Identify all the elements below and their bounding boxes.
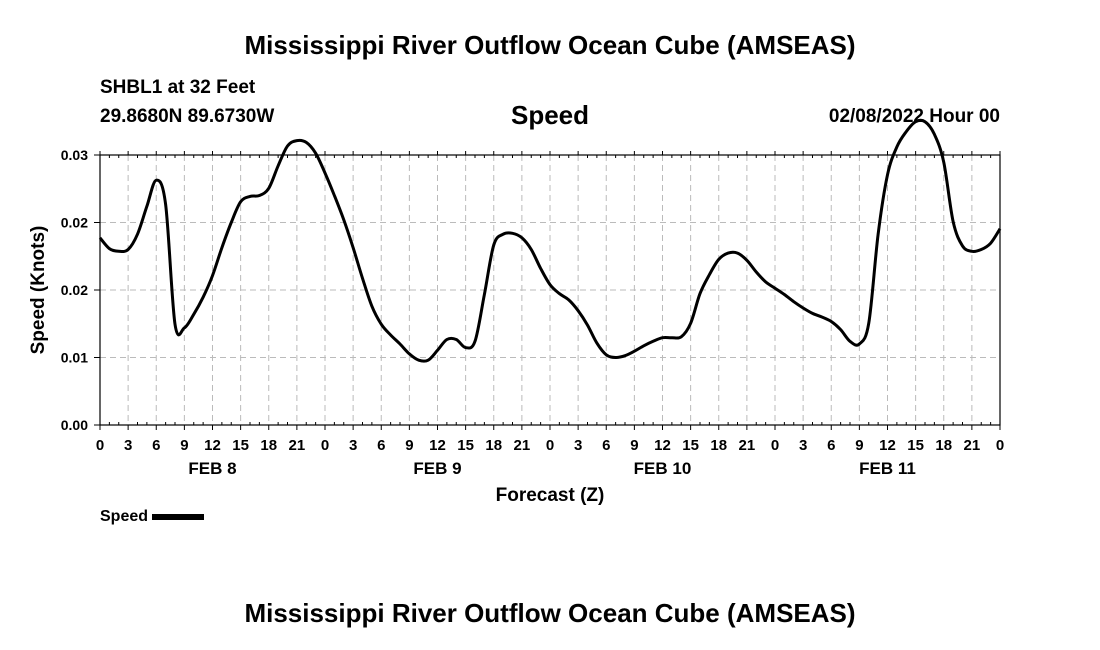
x-tick-label: 0 xyxy=(771,437,779,454)
plot-frame xyxy=(99,154,1001,426)
y-tick-label: 0.02 xyxy=(61,215,88,231)
x-tick-label: 6 xyxy=(602,437,610,454)
x-tick-label: 21 xyxy=(289,437,306,454)
station-coordinates: 29.8680N 89.6730W xyxy=(100,106,275,127)
x-tick-label: 18 xyxy=(260,437,277,454)
y-axis-label: Speed (Knots) xyxy=(28,226,49,355)
y-tick-label: 0.01 xyxy=(61,350,88,366)
footer-title: Mississippi River Outflow Ocean Cube (AM… xyxy=(244,598,856,628)
x-tick-label: 12 xyxy=(429,437,446,454)
speed-series-line xyxy=(98,118,1002,363)
x-tick-label: 12 xyxy=(204,437,221,454)
chart-title: Mississippi River Outflow Ocean Cube (AM… xyxy=(244,30,856,60)
x-tick-label: 3 xyxy=(349,437,357,454)
x-axis-label: Forecast (Z) xyxy=(496,485,605,506)
x-tick-label: 15 xyxy=(232,437,249,454)
x-tick-label: 0 xyxy=(96,437,104,454)
x-tick-label: 12 xyxy=(879,437,896,454)
variable-title: Speed xyxy=(510,100,590,130)
x-tick-label: 15 xyxy=(907,437,924,454)
x-tick-label: 3 xyxy=(124,437,132,454)
day-label: FEB 10 xyxy=(634,459,692,478)
x-tick-label: 18 xyxy=(935,437,952,454)
day-label: FEB 9 xyxy=(413,459,461,478)
legend-label: Speed xyxy=(100,508,149,525)
day-label: FEB 8 xyxy=(188,459,236,478)
x-tick-label: 18 xyxy=(710,437,727,454)
x-tick-label: 6 xyxy=(377,437,385,454)
y-tick-label: 0.03 xyxy=(61,147,88,163)
x-tick-label: 21 xyxy=(514,437,531,454)
legend: Speed xyxy=(100,508,205,526)
x-tick-label: 12 xyxy=(654,437,671,454)
x-tick-label: 0 xyxy=(996,437,1004,454)
forecast-timestamp: 02/08/2022 Hour 00 xyxy=(828,106,1000,127)
day-label: FEB 11 xyxy=(859,459,916,478)
y-tick-label: 0.00 xyxy=(61,417,88,433)
x-tick-label: 21 xyxy=(964,437,981,454)
x-tick-label: 15 xyxy=(682,437,699,454)
x-tick-label: 9 xyxy=(855,437,863,454)
x-tick-label: 9 xyxy=(180,437,188,454)
x-tick-label: 3 xyxy=(799,437,807,454)
station-label: SHBL1 at 32 Feet xyxy=(100,77,256,98)
legend-swatch xyxy=(152,514,205,520)
x-tick-label: 6 xyxy=(827,437,835,454)
x-tick-label: 3 xyxy=(574,437,582,454)
x-tick-label: 18 xyxy=(485,437,502,454)
x-tick-label: 21 xyxy=(739,437,756,454)
x-tick-label: 9 xyxy=(405,437,413,454)
y-tick-label: 0.02 xyxy=(61,282,88,298)
x-tick-label: 0 xyxy=(546,437,554,454)
x-tick-label: 0 xyxy=(321,437,329,454)
x-tick-label: 15 xyxy=(457,437,474,454)
x-tick-label: 6 xyxy=(152,437,160,454)
x-tick-label: 9 xyxy=(630,437,638,454)
